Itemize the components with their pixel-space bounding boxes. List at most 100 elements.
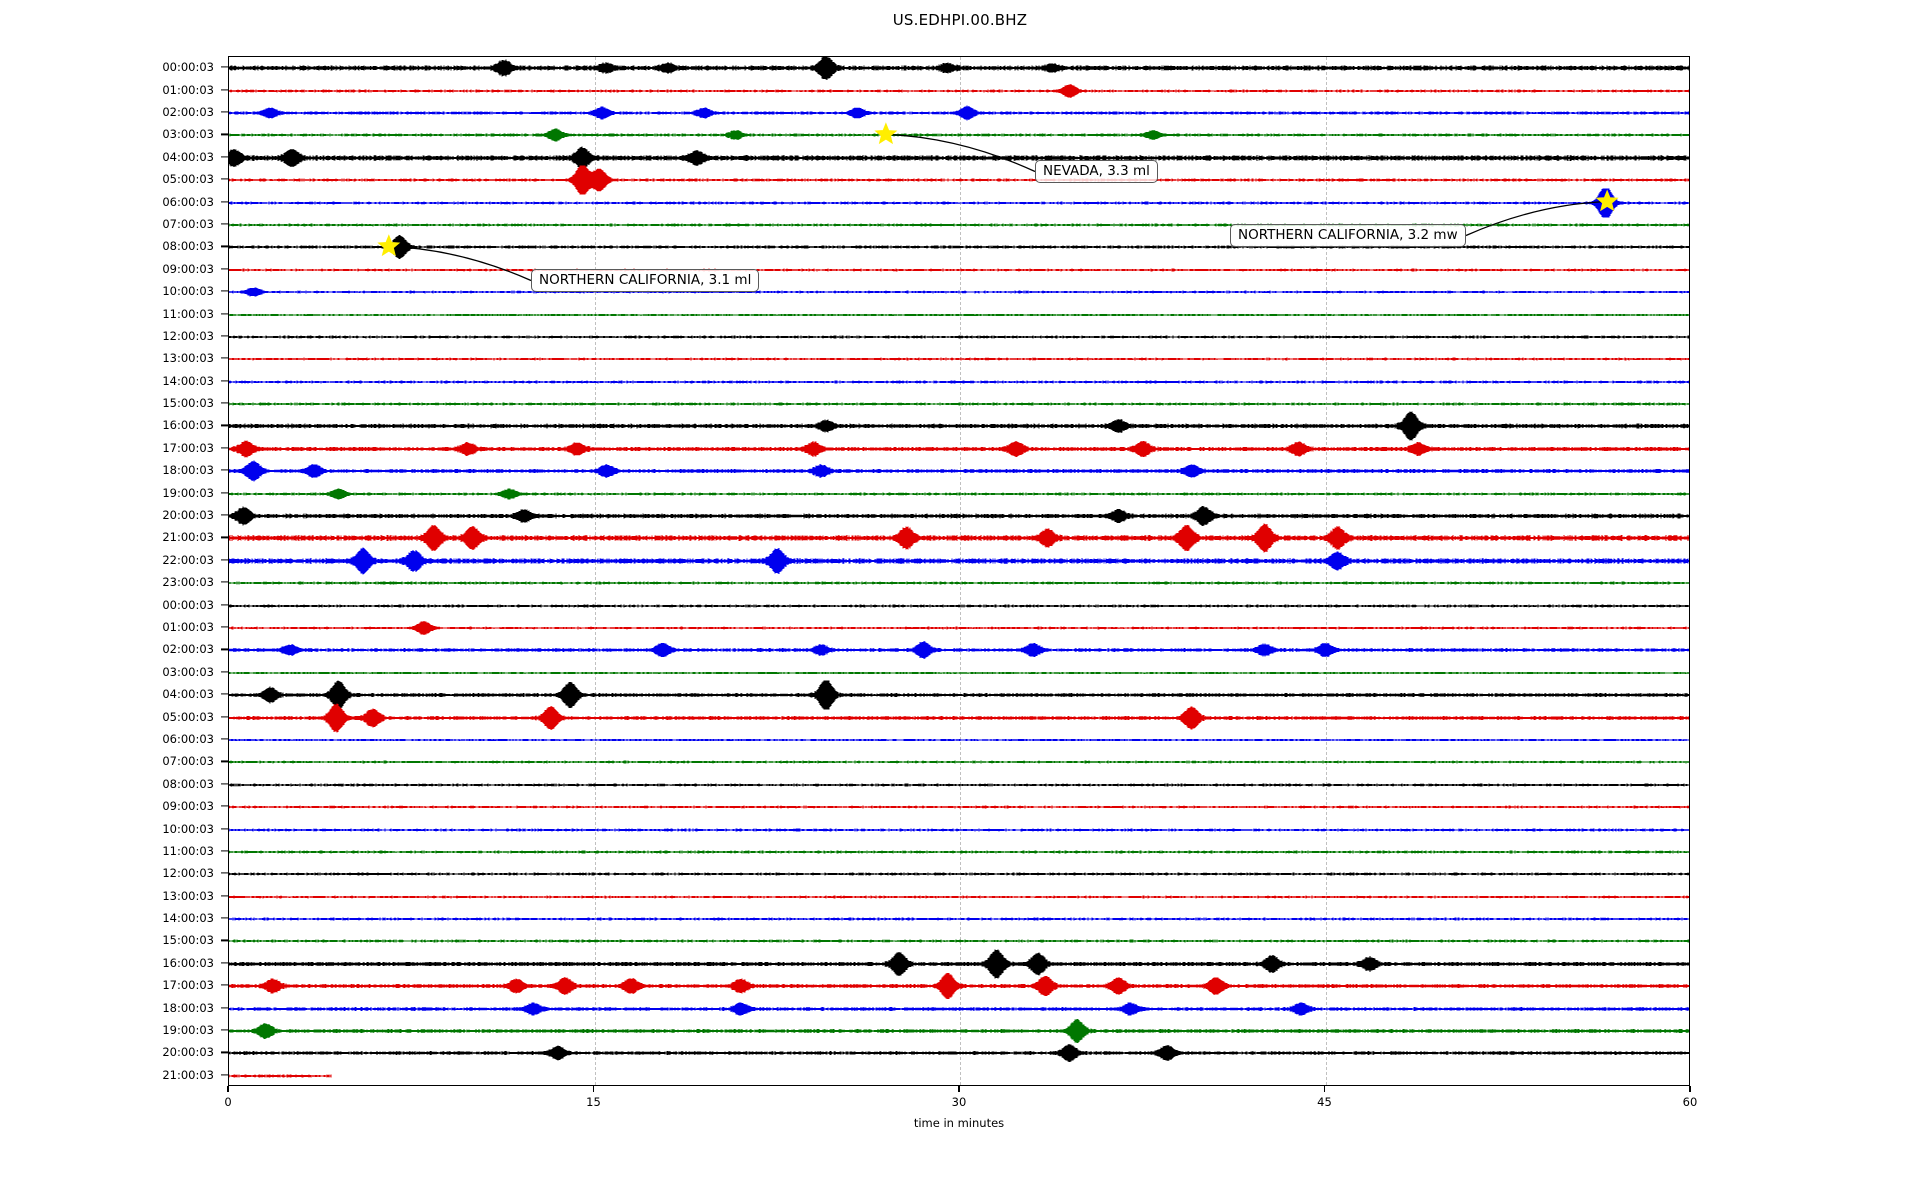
- y-axis-tick-label: 18:00:03: [162, 1000, 214, 1015]
- x-axis-ticks: 0 15 30 45 60: [224, 1086, 1697, 1126]
- grid-layer: [229, 57, 1689, 1085]
- trace-row: [229, 479, 1689, 509]
- y-axis-tick-label: 17:00:03: [162, 978, 214, 993]
- trace-row: [229, 546, 1689, 576]
- y-axis-tick: [221, 424, 228, 427]
- y-axis-tick-label: 14:00:03: [162, 373, 214, 388]
- y-axis-tick: [221, 469, 228, 471]
- y-axis-tick: [221, 514, 228, 516]
- y-axis-tick: [221, 312, 228, 315]
- y-axis-tick: [221, 760, 228, 762]
- y-axis-tick: [221, 335, 228, 337]
- y-axis-tick: [221, 939, 228, 942]
- y-axis-tick-label: 14:00:03: [162, 911, 214, 926]
- x-axis-tick: [1689, 1086, 1691, 1092]
- y-axis-tick: [221, 805, 228, 807]
- trace-row: [229, 568, 1689, 598]
- y-axis-tick-label: 07:00:03: [162, 216, 214, 231]
- y-axis-tick: [221, 447, 228, 449]
- y-axis-tick-label: 02:00:03: [162, 642, 214, 657]
- trace-row: [229, 389, 1689, 419]
- y-axis-tick: [221, 66, 228, 68]
- y-axis-tick-label: 03:00:03: [162, 127, 214, 142]
- event-annotation-nevada[interactable]: NEVADA, 3.3 ml: [1035, 160, 1158, 184]
- y-axis-tick-label: 20:00:03: [162, 508, 214, 523]
- trace-row: [229, 971, 1689, 1001]
- y-axis-tick-label: 11:00:03: [162, 843, 214, 858]
- y-axis-labels: 00:00:03 01:00:03 02:00:03 03:00:03 04:00:03…: [0, 56, 228, 1086]
- y-axis-tick-label: 00:00:03: [162, 60, 214, 75]
- y-axis-tick-label: 11:00:03: [162, 306, 214, 321]
- y-axis-tick: [221, 626, 228, 628]
- trace-row: [229, 747, 1689, 777]
- annotation-leader-line: [1465, 200, 1608, 237]
- y-axis-tick: [221, 223, 228, 225]
- y-axis-tick-label: 06:00:03: [162, 194, 214, 209]
- trace-row: [229, 770, 1689, 800]
- y-axis-tick: [221, 693, 228, 695]
- y-axis-tick: [221, 872, 228, 874]
- y-axis-tick: [221, 245, 228, 247]
- y-axis-tick-label: 09:00:03: [162, 799, 214, 814]
- y-axis-tick-label: 17:00:03: [162, 440, 214, 455]
- y-axis-tick: [221, 1007, 228, 1009]
- x-axis-tick-label: 15: [586, 1095, 601, 1109]
- y-axis-tick: [221, 559, 228, 561]
- event-annotation-northern-california-31ml[interactable]: NORTHERN CALIFORNIA, 3.1 ml: [531, 269, 760, 293]
- trace-row: [229, 994, 1689, 1024]
- trace-row: [229, 1061, 1689, 1085]
- trace-row: [229, 501, 1689, 531]
- earthquake-star-marker[interactable]: [1595, 189, 1619, 212]
- trace-row: [229, 904, 1689, 934]
- y-axis-tick-label: 12:00:03: [162, 328, 214, 343]
- page-title: US.EDHPI.00.BHZ: [892, 11, 1028, 29]
- y-axis-tick: [221, 783, 228, 785]
- y-axis-tick-label: 12:00:03: [162, 866, 214, 881]
- x-axis-tick: [227, 1086, 229, 1092]
- y-axis-tick-label: 22:00:03: [162, 552, 214, 567]
- y-axis-tick-label: 10:00:03: [162, 821, 214, 836]
- y-axis-tick: [221, 88, 228, 91]
- y-axis-tick-label: 03:00:03: [162, 664, 214, 679]
- trace-row: [229, 1038, 1689, 1068]
- trace-row: [229, 837, 1689, 867]
- trace-row: [229, 322, 1689, 352]
- y-axis-tick-label: 13:00:03: [162, 351, 214, 366]
- trace-row: [229, 120, 1689, 150]
- gridline-15: [594, 57, 597, 1085]
- trace-row: [229, 635, 1689, 665]
- earthquake-star-marker[interactable]: [874, 122, 898, 145]
- trace-row: [229, 456, 1689, 486]
- y-axis-tick-label: 18:00:03: [162, 463, 214, 478]
- y-axis-tick: [221, 133, 228, 135]
- y-axis-tick-label: 19:00:03: [162, 485, 214, 500]
- trace-row: [229, 300, 1689, 330]
- y-axis-tick: [221, 268, 228, 270]
- annotation-leader-line: [885, 133, 1036, 173]
- y-axis-tick-label: 06:00:03: [162, 731, 214, 746]
- trace-row: [229, 882, 1689, 912]
- x-axis-tick: [1323, 1086, 1326, 1092]
- y-axis-tick: [221, 962, 228, 964]
- y-axis-tick: [221, 715, 228, 718]
- y-axis-tick: [221, 1074, 228, 1076]
- trace-row: [229, 949, 1689, 979]
- y-axis-tick-label: 01:00:03: [162, 82, 214, 97]
- y-axis-tick-label: 20:00:03: [162, 1045, 214, 1060]
- trace-row: [229, 658, 1689, 688]
- trace-row: [229, 613, 1689, 643]
- y-axis-tick: [221, 156, 228, 158]
- x-axis-tick: [592, 1086, 595, 1092]
- event-annotation-northern-california-32mw[interactable]: NORTHERN CALIFORNIA, 3.2 mw: [1230, 224, 1466, 248]
- y-axis-tick: [221, 111, 228, 113]
- y-axis-tick: [221, 178, 228, 180]
- y-axis-tick-label: 13:00:03: [162, 888, 214, 903]
- trace-row: [229, 591, 1689, 621]
- trace-row: [229, 277, 1689, 307]
- x-axis-tick-label: 30: [951, 1095, 967, 1109]
- y-axis-tick-label: 05:00:03: [162, 709, 214, 724]
- x-axis-tick-label: 45: [1317, 1095, 1332, 1109]
- earthquake-star-marker[interactable]: [377, 234, 401, 257]
